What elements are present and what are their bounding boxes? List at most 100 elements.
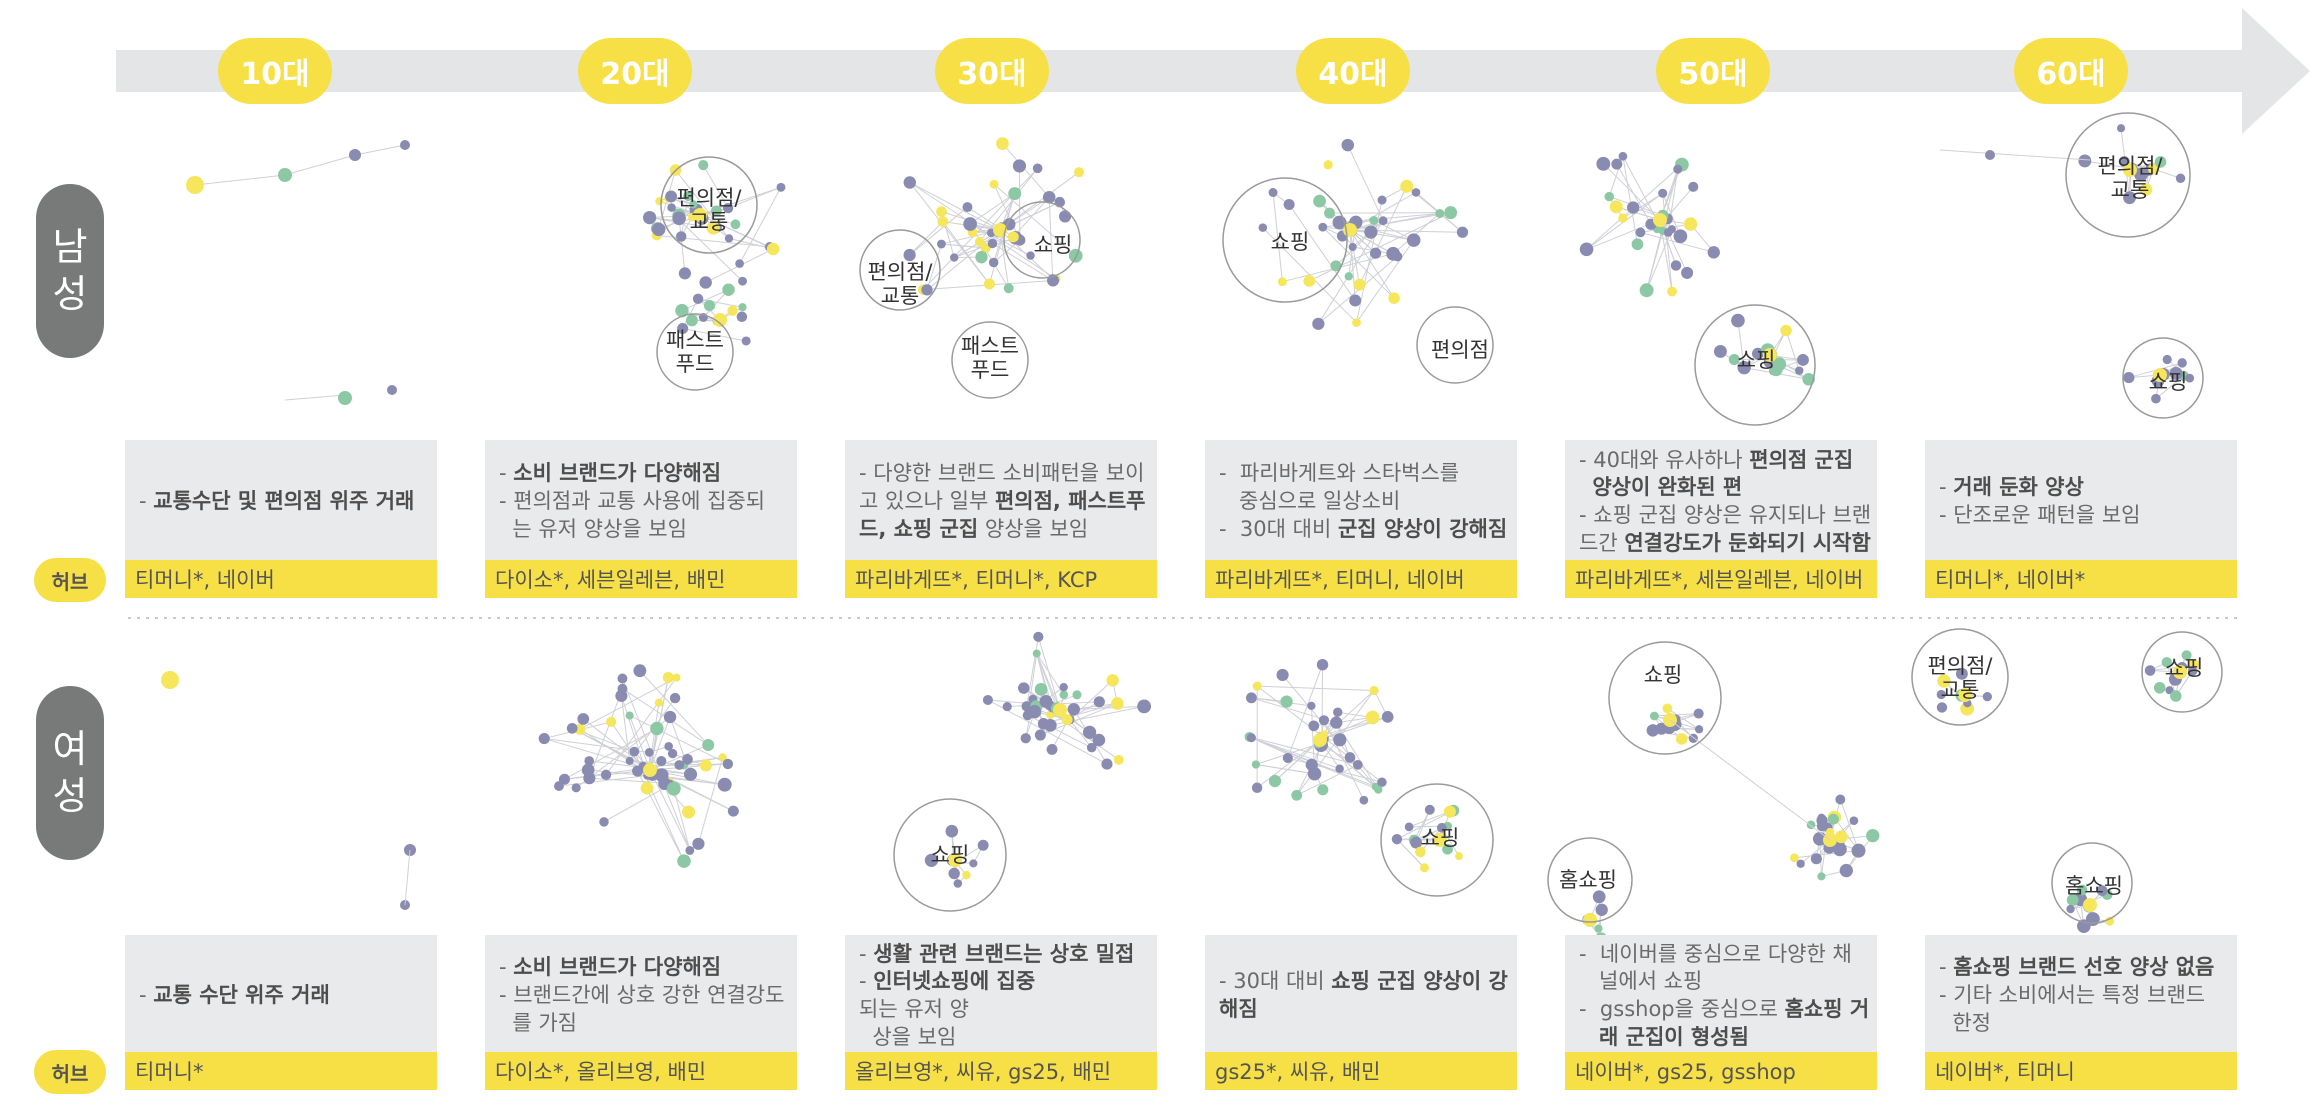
- graph-node: [1282, 752, 1293, 764]
- description-text: - gsshop을 중심으로: [1579, 997, 1785, 1021]
- female-description-30대: - 생활 관련 브랜드는 상호 밀접 - 인터넷쇼핑에 집중되는 유저 양 상을 …: [845, 935, 1157, 1057]
- cluster-ring: [893, 798, 1007, 912]
- graph-node: [1352, 759, 1363, 770]
- graph-edge: [909, 182, 1001, 231]
- graph-node: [1832, 842, 1847, 857]
- graph-edge: [649, 716, 671, 771]
- description-text: 를 가짐: [499, 1010, 577, 1035]
- graph-edge: [699, 214, 774, 250]
- description-text: 널에서 쇼핑: [1579, 969, 1703, 994]
- graph-node: [2123, 191, 2136, 205]
- description-text: -: [1939, 475, 1954, 500]
- description-text: 교통 수단 위주 거래: [153, 983, 330, 1008]
- graph-edge: [629, 715, 651, 771]
- graph-edge: [639, 670, 709, 746]
- graph-node: [1059, 682, 1068, 692]
- graph-node: [338, 391, 352, 405]
- graph-node: [2187, 666, 2198, 676]
- graph-edge: [993, 183, 1077, 257]
- graph-node: [666, 781, 681, 796]
- description-text: 홈쇼핑 거: [1784, 997, 1870, 1021]
- graph-node: [699, 276, 712, 289]
- graph-node: [1609, 200, 1623, 214]
- graph-edge: [988, 193, 1016, 285]
- graph-node: [667, 203, 676, 212]
- graph-node: [1303, 275, 1316, 287]
- description-line: - 네이버를 중심으로 다양한 채: [1579, 941, 1863, 969]
- description-text: 생활 관련 브랜드는 상호 밀접: [873, 941, 1135, 966]
- graph-node: [682, 805, 696, 819]
- graph-node: [977, 839, 989, 851]
- description-text: - 다양한 브랜드 소비패턴을 보이: [859, 461, 1145, 486]
- graph-node: [1424, 804, 1435, 815]
- female-hub-brands-40대: gs25*, 씨유, 배민: [1205, 1052, 1517, 1090]
- graph-edge: [1256, 739, 1321, 789]
- graph-node: [672, 211, 686, 226]
- graph-edge: [354, 144, 406, 156]
- cluster-ring: [951, 321, 1029, 399]
- graph-edge: [284, 394, 346, 401]
- graph-node: [1101, 758, 1113, 770]
- graph-node: [1415, 846, 1426, 858]
- graph-edge: [1037, 636, 1061, 711]
- graph-edge: [1356, 239, 1415, 323]
- graph-node: [625, 711, 634, 720]
- graph-edge: [649, 744, 709, 771]
- graph-edge: [1296, 764, 1359, 796]
- graph-node: [1851, 843, 1866, 858]
- graph-node: [2173, 665, 2187, 679]
- cluster-ring: [2141, 631, 2223, 713]
- graph-edge: [621, 678, 691, 851]
- graph-edge: [1319, 739, 1379, 790]
- graph-node: [2151, 393, 2161, 404]
- graph-edge: [544, 738, 650, 771]
- graph-node: [1330, 260, 1342, 272]
- graph-node: [2153, 681, 2166, 694]
- male-description-40대: - 파리바게트와 스타벅스를 중심으로 일상소비 - 30대 대비 군집 양상이 …: [1205, 440, 1517, 564]
- graph-node: [400, 140, 410, 150]
- graph-node: [566, 722, 578, 734]
- graph-edge: [1347, 144, 1384, 221]
- female-description-40대: - 30대 대비 쇼핑 군집 양상이 강 해짐: [1205, 935, 1517, 1057]
- graph-node: [1866, 829, 1880, 843]
- graph-edge: [969, 193, 1015, 225]
- graph-edge: [739, 187, 782, 264]
- description-text: 소비 브랜드가 다양해짐: [513, 461, 722, 486]
- male-cluster-label: 편의점/교통: [867, 260, 932, 308]
- graph-node: [1007, 231, 1019, 243]
- graph-edge: [703, 289, 729, 318]
- description-text: -: [1939, 955, 1954, 980]
- graph-node: [1046, 743, 1058, 755]
- graph-node: [1435, 208, 1445, 218]
- graph-node: [989, 179, 999, 189]
- description-line: 상을 보임: [859, 1024, 1143, 1052]
- graph-node: [1936, 689, 1946, 700]
- timeline-arrow: [116, 8, 2310, 134]
- graph-node: [1789, 853, 1799, 863]
- graph-node: [675, 231, 687, 242]
- graph-node: [689, 200, 698, 209]
- graph-node: [1580, 245, 1590, 255]
- description-text: 고 있으나 일부: [859, 489, 995, 514]
- age-pill-50대: 50대: [1656, 38, 1770, 104]
- graph-edge: [1349, 229, 1395, 299]
- graph-node: [1352, 318, 1361, 327]
- graph-node: [2117, 124, 2126, 133]
- graph-node: [1797, 354, 1809, 366]
- graph-node: [600, 769, 612, 780]
- graph-node: [1072, 690, 1082, 700]
- graph-node: [1802, 373, 1815, 386]
- graph-edge: [1602, 163, 1661, 221]
- graph-edge: [1043, 703, 1118, 725]
- graph-edge: [1662, 193, 1673, 292]
- graph-node: [698, 160, 709, 171]
- graph-node: [1673, 229, 1688, 244]
- graph-node: [921, 284, 933, 296]
- graph-node: [2083, 898, 2097, 912]
- graph-node: [903, 248, 916, 262]
- graph-node: [1333, 707, 1343, 717]
- graph-node: [2153, 368, 2167, 382]
- graph-node: [1012, 159, 1027, 173]
- graph-node: [1391, 833, 1403, 845]
- description-line: - 생활 관련 브랜드는 상호 밀접: [859, 941, 1143, 969]
